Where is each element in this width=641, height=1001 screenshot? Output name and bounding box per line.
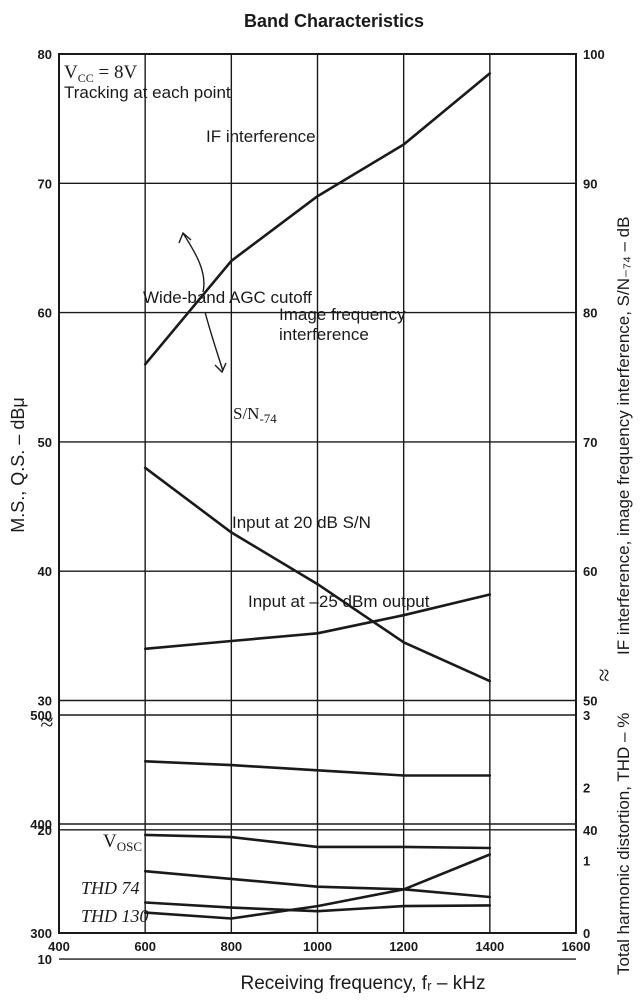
y-right-tick-label: 60	[583, 564, 597, 579]
y-left-tick-label: 50	[38, 435, 52, 450]
series-image-frequency-interference	[143, 466, 492, 683]
axis-break-right: ≈	[592, 668, 618, 681]
y-left-tick-label: 10	[38, 952, 52, 967]
series-thd-130	[143, 853, 492, 920]
y-right-tick-label: 70	[583, 435, 597, 450]
thd130-label: THD 130	[81, 906, 149, 926]
series-thd-74	[143, 901, 492, 913]
y-left-tick-label: 70	[38, 176, 52, 191]
y-left-tick-label: 300	[30, 926, 52, 941]
x-tick-label: 1000	[303, 939, 332, 954]
series-input-at-25-dbm-output	[143, 869, 492, 899]
x-tick-label: 1600	[562, 939, 591, 954]
agc-cutoff-label: Wide-band AGC cutoff	[143, 288, 312, 307]
x-tick-label: 400	[48, 939, 70, 954]
y-left-tick-label: 400	[30, 817, 52, 832]
y-axis-left-title: M.S., Q.S. – dBμ	[8, 397, 28, 532]
y-left-tick-label: 500	[30, 708, 52, 723]
series-input-at-20-db-s-n	[143, 760, 492, 777]
grid	[58, 53, 577, 960]
input-20db-sn-label: Input at 20 dB S/N	[232, 513, 371, 532]
sn74-label: S/N-74	[233, 404, 277, 426]
y-left-tick-label: 60	[38, 306, 52, 321]
y-left-tick-label: 20	[38, 823, 52, 838]
vosc-label: VOSC	[103, 831, 142, 854]
y-right-tick-label: 1	[583, 853, 590, 868]
agc-pointer-lower	[204, 311, 224, 372]
y-axis-right-upper-title: IF interference, image frequency interfe…	[614, 217, 633, 655]
agc-pointer-upper-head	[178, 231, 192, 244]
x-tick-label: 1200	[389, 939, 418, 954]
chart-title: Band Characteristics	[244, 11, 424, 31]
agc-pointer-lower-head	[214, 362, 227, 374]
y-left-tick-label: 30	[38, 694, 52, 709]
axis-break-left: ≈	[40, 710, 53, 736]
x-tick-label: 1400	[475, 939, 504, 954]
y-right-tick-label: 100	[583, 47, 605, 62]
y-right-tick-label: 2	[583, 781, 590, 796]
thd74-label: THD 74	[81, 878, 140, 898]
tracking-condition-label: Tracking at each point	[64, 83, 231, 102]
series-if-interference	[143, 72, 492, 366]
tick-labels: 400 600 800 1000 1200 1400 1600102030405060708…	[30, 47, 604, 967]
y-axis-right-lower-title: Total harmonic distortion, THD – %	[614, 713, 633, 975]
series-s-n-74	[143, 593, 492, 651]
y-right-tick-label: 3	[583, 708, 590, 723]
agc-pointer-upper	[182, 232, 205, 293]
x-tick-label: 600	[134, 939, 156, 954]
y-right-tick-label: 50	[583, 694, 597, 709]
y-left-tick-label: 80	[38, 47, 52, 62]
y-right-tick-label: 90	[583, 176, 597, 191]
x-axis-title: Receiving frequency, fᵣ – kHz	[241, 973, 486, 994]
y-right-tick-label: 80	[583, 306, 597, 321]
y-left-tick-label: 40	[38, 564, 52, 579]
if-interference-label: IF interference	[206, 127, 316, 146]
y-right-tick-label: 0	[583, 926, 590, 941]
image-frequency-label-line1: Image frequency	[279, 305, 406, 324]
y-right-tick-label: 40	[583, 823, 597, 838]
image-frequency-label-line2: interference	[279, 325, 369, 344]
input-25dbm-output-label: Input at –25 dBm output	[248, 592, 430, 611]
x-tick-label: 800	[220, 939, 242, 954]
plot-frame	[58, 53, 577, 934]
vcc-condition-label: VCC = 8V	[64, 62, 137, 85]
data-curves	[143, 72, 492, 920]
series-vosc	[143, 833, 492, 850]
